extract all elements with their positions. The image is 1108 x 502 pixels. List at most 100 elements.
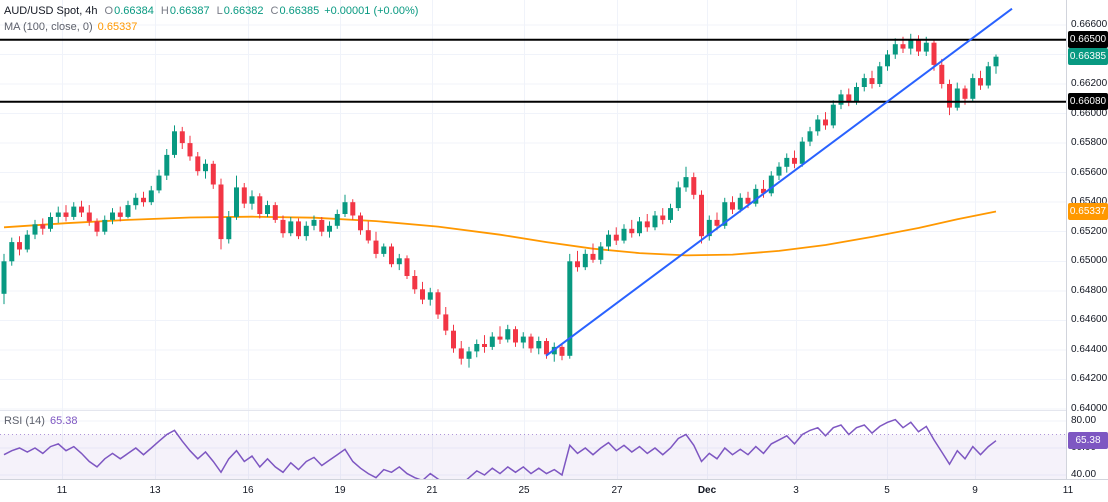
candle-down <box>210 163 216 185</box>
candle-down <box>497 336 503 340</box>
candle-up <box>637 221 642 234</box>
candle-down <box>575 261 580 268</box>
candle-down <box>241 187 247 204</box>
candle-down <box>40 224 46 229</box>
time-tick: 21 <box>426 485 438 496</box>
rsi-value-badge: 65.38 <box>1068 432 1108 450</box>
candle-up <box>985 66 991 86</box>
candle-up <box>567 261 573 356</box>
candle-down <box>714 219 720 226</box>
price-axis[interactable]: 0.66600 0.66200 0.66000 0.65800 0.65600 0.654… <box>1066 0 1108 480</box>
candle-up <box>102 219 108 232</box>
candle-up <box>288 221 294 234</box>
rsi-indicator-label[interactable]: RSI (14) <box>4 415 45 427</box>
ohlc-high-value: 0.66387 <box>169 5 210 17</box>
candle-down <box>513 329 518 343</box>
candle-down <box>528 336 534 349</box>
price-tick: 0.66200 <box>1071 78 1108 89</box>
price-tick: 0.65800 <box>1071 137 1108 149</box>
candle-up <box>381 246 387 254</box>
candle-up <box>156 175 162 191</box>
candle-down <box>962 88 968 99</box>
candle-up <box>327 225 332 232</box>
ma-indicator-label[interactable]: MA (100, close, 0) <box>4 21 93 33</box>
ohlc-low-value: 0.66382 <box>223 5 264 17</box>
candle-up <box>1 261 7 294</box>
candle-down <box>660 215 666 220</box>
candle-up <box>303 225 309 237</box>
candle-up <box>226 217 232 240</box>
candle-up <box>55 212 61 217</box>
candle-up <box>148 190 154 203</box>
candle-up <box>311 219 317 226</box>
candles[interactable] <box>1 33 999 368</box>
candle-up <box>505 329 511 340</box>
rsi-pane[interactable] <box>0 411 1066 480</box>
candle-down <box>443 314 449 331</box>
candle-up <box>877 66 883 84</box>
price-tick: 0.64000 <box>1071 403 1108 414</box>
main-price-pane[interactable] <box>0 0 1066 410</box>
candle-up <box>970 78 976 99</box>
ohlc-open-label: O <box>104 5 114 17</box>
candle-down <box>451 330 456 349</box>
time-tick: 13 <box>149 485 161 496</box>
candle-down <box>373 240 379 254</box>
main-grid <box>0 0 1066 410</box>
price-badge: 0.66385 <box>1068 48 1108 66</box>
candle-up <box>954 88 960 108</box>
candle-down <box>458 348 464 359</box>
candle-up <box>675 187 681 209</box>
candle-up <box>737 197 743 210</box>
candle-up <box>854 87 859 102</box>
ohlc-close-value: 0.66385 <box>279 5 320 17</box>
pane-separator[interactable] <box>0 410 1108 411</box>
rsi-line[interactable] <box>3 418 997 480</box>
candle-down <box>296 221 301 237</box>
candle-up <box>396 258 402 265</box>
candle-down <box>389 246 394 265</box>
price-tick: 0.66000 <box>1071 107 1108 119</box>
candle-down <box>350 202 356 216</box>
symbol-legend-row: AUD/USD Spot, 4h O0.66384 H0.66387 L0.66382… <box>4 3 418 19</box>
candle-down <box>559 346 565 356</box>
candle-down <box>792 157 797 164</box>
time-tick: Dec <box>697 485 717 496</box>
candle-down <box>823 119 828 126</box>
candle-up <box>164 154 170 176</box>
candle-up <box>606 234 611 247</box>
ma-indicator-value: 0.65337 <box>97 21 138 33</box>
time-axis[interactable]: 11 13 16 19 21 25 27 Dec 3 5 9 11 <box>0 479 1108 502</box>
candle-down <box>699 194 704 237</box>
candle-up <box>234 187 239 217</box>
candle-up <box>24 234 30 250</box>
candle-down <box>280 219 286 234</box>
candle-up <box>536 341 542 349</box>
ma-100-line[interactable] <box>3 210 997 257</box>
candle-down <box>63 212 69 217</box>
price-tick: 0.64600 <box>1071 314 1108 326</box>
candle-down <box>141 197 146 203</box>
price-tick: 0.64400 <box>1071 343 1108 355</box>
time-tick: 11 <box>1062 485 1074 496</box>
candle-up <box>474 344 480 352</box>
candle-down <box>900 44 906 49</box>
trend-line[interactable] <box>545 7 1013 357</box>
candle-down <box>947 84 952 108</box>
candle-down <box>761 188 766 194</box>
candle-up <box>342 202 348 214</box>
candle-down <box>117 212 123 217</box>
candle-down <box>257 196 263 214</box>
candle-down <box>644 221 650 228</box>
symbol-title[interactable]: AUD/USD Spot, 4h <box>4 5 98 17</box>
candle-up <box>582 253 588 268</box>
rsi-legend: RSI (14) 65.38 <box>4 413 78 429</box>
candle-up <box>489 336 495 347</box>
candle-down <box>420 289 425 300</box>
candle-up <box>784 157 790 167</box>
candle-down <box>86 212 92 222</box>
candle-up <box>799 141 805 164</box>
price-tick: 0.64800 <box>1071 284 1108 296</box>
candle-up <box>133 197 139 206</box>
